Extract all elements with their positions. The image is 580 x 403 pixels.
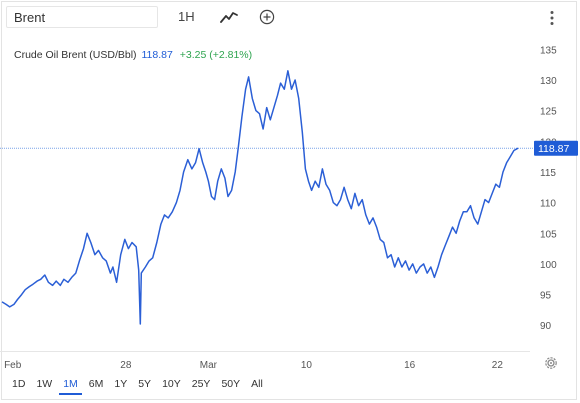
x-tick-label: 16 bbox=[404, 360, 416, 371]
interval-button[interactable]: 1H bbox=[178, 9, 195, 24]
y-tick-label: 135 bbox=[540, 45, 557, 56]
y-tick-label: 95 bbox=[540, 291, 552, 302]
y-axis: 9095100105110115120125130135 bbox=[540, 45, 557, 332]
range-button-25y[interactable]: 25Y bbox=[188, 377, 215, 395]
range-selector: 1D 1W 1M 6M 1Y 5Y 10Y 25Y 50Y All bbox=[8, 377, 270, 395]
range-button-5y[interactable]: 5Y bbox=[134, 377, 155, 395]
y-tick-label: 90 bbox=[540, 321, 552, 332]
gear-icon[interactable] bbox=[544, 356, 558, 370]
legend-change: +3.25 (+2.81%) bbox=[179, 49, 253, 61]
range-button-1d[interactable]: 1D bbox=[8, 377, 29, 395]
series-line bbox=[1, 70, 519, 325]
x-tick-label: 22 bbox=[492, 360, 504, 371]
range-button-1w[interactable]: 1W bbox=[32, 377, 56, 395]
y-tick-label: 100 bbox=[540, 260, 557, 271]
y-tick-label: 105 bbox=[540, 229, 557, 240]
last-price-tag: 118.87 bbox=[534, 140, 578, 156]
y-tick-label: 115 bbox=[540, 168, 556, 179]
x-tick-label: 28 bbox=[120, 360, 132, 371]
y-tick-label: 130 bbox=[540, 76, 557, 87]
symbol-search-input[interactable] bbox=[6, 6, 158, 28]
legend-instrument: Crude Oil Brent (USD/Bbl) bbox=[14, 49, 137, 61]
line-chart-icon[interactable] bbox=[220, 10, 238, 24]
range-button-10y[interactable]: 10Y bbox=[158, 377, 185, 395]
range-button-6m[interactable]: 6M bbox=[85, 377, 108, 395]
vertical-dots-icon[interactable] bbox=[548, 10, 556, 26]
range-button-all[interactable]: All bbox=[247, 377, 267, 395]
y-tick-label: 125 bbox=[540, 107, 557, 118]
x-axis: Feb 28 Mar 10 16 22 bbox=[4, 360, 503, 371]
chart-legend: Crude Oil Brent (USD/Bbl) 118.87 +3.25 (… bbox=[14, 49, 252, 61]
plus-circle-icon[interactable] bbox=[259, 9, 275, 25]
chart-toolbar: 1H bbox=[0, 0, 580, 34]
range-button-1y[interactable]: 1Y bbox=[110, 377, 131, 395]
x-tick-label: 10 bbox=[301, 360, 313, 371]
range-button-50y[interactable]: 50Y bbox=[217, 377, 244, 395]
legend-last-price: 118.87 bbox=[141, 49, 173, 61]
last-price-tag-label: 118.87 bbox=[538, 143, 569, 155]
x-tick-label: Feb bbox=[4, 360, 22, 371]
range-button-1m[interactable]: 1M bbox=[59, 377, 82, 395]
y-tick-label: 110 bbox=[540, 199, 556, 210]
x-tick-label: Mar bbox=[200, 360, 218, 371]
